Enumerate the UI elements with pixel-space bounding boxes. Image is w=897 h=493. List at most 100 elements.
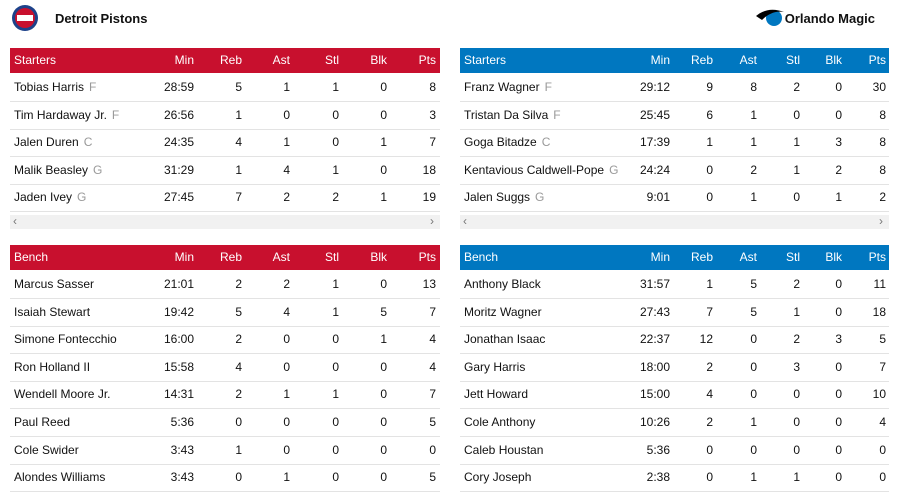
stat-cell: 1 <box>283 470 290 485</box>
row-divider <box>460 436 889 437</box>
row-divider <box>10 491 440 493</box>
stat-cell: 0 <box>380 277 387 291</box>
stat-cell: 4 <box>235 359 242 374</box>
stat-cell: 0 <box>380 162 387 177</box>
stat-cell: 5 <box>750 304 757 319</box>
stat-cell: 1 <box>332 80 339 94</box>
stat-cell: 29:12 <box>639 80 670 94</box>
stat-cell: 0 <box>793 190 800 205</box>
column-header: Stl <box>324 53 339 67</box>
stat-cell: 7 <box>429 387 436 402</box>
column-header: Ast <box>739 250 757 264</box>
stat-cell: 19 <box>422 190 436 205</box>
stat-cell: 1 <box>793 470 800 485</box>
row-divider <box>460 183 889 185</box>
player-name: Ron Holland II <box>14 359 91 374</box>
stat-cell: 7 <box>879 359 886 374</box>
stat-cell: 9 <box>706 80 713 94</box>
player-name: Jalen Suggs G <box>464 190 545 205</box>
stat-cell: 2 <box>235 387 242 402</box>
player-position: G <box>609 162 619 177</box>
column-header: Blk <box>825 250 842 264</box>
stat-cell: 0 <box>706 470 713 485</box>
column-header: Reb <box>690 250 713 264</box>
stat-cell: 2 <box>835 162 842 177</box>
column-header: Bench <box>464 250 499 264</box>
stat-cell: 1 <box>750 470 757 485</box>
row-divider <box>10 101 440 102</box>
stat-cell: 4 <box>429 359 436 374</box>
stat-cell: 0 <box>835 304 842 319</box>
row-divider <box>10 408 440 410</box>
stat-cell: 3 <box>835 332 842 347</box>
row-divider <box>460 211 889 213</box>
scroll-left[interactable]: ‹ <box>13 214 17 228</box>
stat-cell: 19:42 <box>163 304 194 319</box>
player-name: Malik Beasley G <box>14 162 103 177</box>
stat-cell: 5 <box>879 332 886 347</box>
stat-cell: 7 <box>429 135 436 150</box>
stat-cell: 0 <box>835 107 842 122</box>
stat-cell: 0 <box>332 332 339 347</box>
table-header <box>10 48 440 73</box>
stat-cell: 28:59 <box>163 80 194 94</box>
player-position: G <box>77 190 87 205</box>
stat-cell: 7 <box>706 304 713 319</box>
player-name: Anthony Black <box>464 277 541 291</box>
scroll-left[interactable]: ‹ <box>463 214 467 228</box>
stat-cell: 0 <box>283 415 290 429</box>
player-name: Tobias Harris F <box>14 80 97 94</box>
magic-logo <box>756 9 784 26</box>
player-position: G <box>93 162 103 177</box>
stat-cell: 7 <box>235 190 242 205</box>
stat-cell: 8 <box>750 80 757 94</box>
stat-cell: 0 <box>235 415 242 429</box>
stat-cell: 2:38 <box>646 470 670 485</box>
row-divider <box>10 183 440 185</box>
stat-cell: 0 <box>380 107 387 122</box>
stat-cell: 8 <box>429 80 436 94</box>
stat-cell: 0 <box>835 387 842 402</box>
player-name: Jalen Duren C <box>14 135 93 150</box>
stat-cell: 1 <box>793 162 800 177</box>
stat-cell: 4 <box>429 332 436 347</box>
stat-cell: 5:36 <box>646 442 670 457</box>
stat-cell: 10 <box>872 387 886 402</box>
row-divider <box>460 380 889 382</box>
stat-cell: 2 <box>879 190 886 205</box>
stat-cell: 4 <box>706 387 713 402</box>
stat-cell: 1 <box>706 277 713 291</box>
stat-cell: 8 <box>879 107 886 122</box>
row-divider <box>460 101 889 102</box>
stat-cell: 0 <box>750 387 757 402</box>
stat-cell: 10:26 <box>639 415 670 429</box>
player-name: Moritz Wagner <box>464 304 542 319</box>
stat-cell: 26:56 <box>163 107 194 122</box>
stat-cell: 1 <box>380 332 387 347</box>
player-name: Paul Reed <box>14 415 71 429</box>
player-position: F <box>89 80 97 94</box>
stat-cell: 1 <box>332 277 339 291</box>
player-name: Jett Howard <box>464 387 529 402</box>
stat-cell: 16:00 <box>163 332 194 347</box>
column-header: Ast <box>739 53 757 67</box>
scroll-right[interactable]: › <box>879 214 883 228</box>
stat-cell: 0 <box>283 332 290 347</box>
scroll-right[interactable]: › <box>430 214 434 228</box>
stat-cell: 2 <box>706 415 713 429</box>
player-position: F <box>111 107 120 122</box>
stat-cell: 31:57 <box>639 277 670 291</box>
player-position: F <box>553 107 561 122</box>
team-name: Orlando Magic <box>784 11 875 26</box>
row-divider <box>460 128 889 130</box>
row-divider <box>10 436 440 437</box>
column-header: Ast <box>272 250 290 264</box>
stat-cell: 27:43 <box>639 304 670 319</box>
column-header: Stl <box>785 53 800 67</box>
stat-cell: 12 <box>699 332 713 347</box>
stat-cell: 15:00 <box>639 387 670 402</box>
player-name: Cory Joseph <box>464 470 532 485</box>
stat-cell: 30 <box>872 80 886 94</box>
row-divider <box>460 298 889 299</box>
